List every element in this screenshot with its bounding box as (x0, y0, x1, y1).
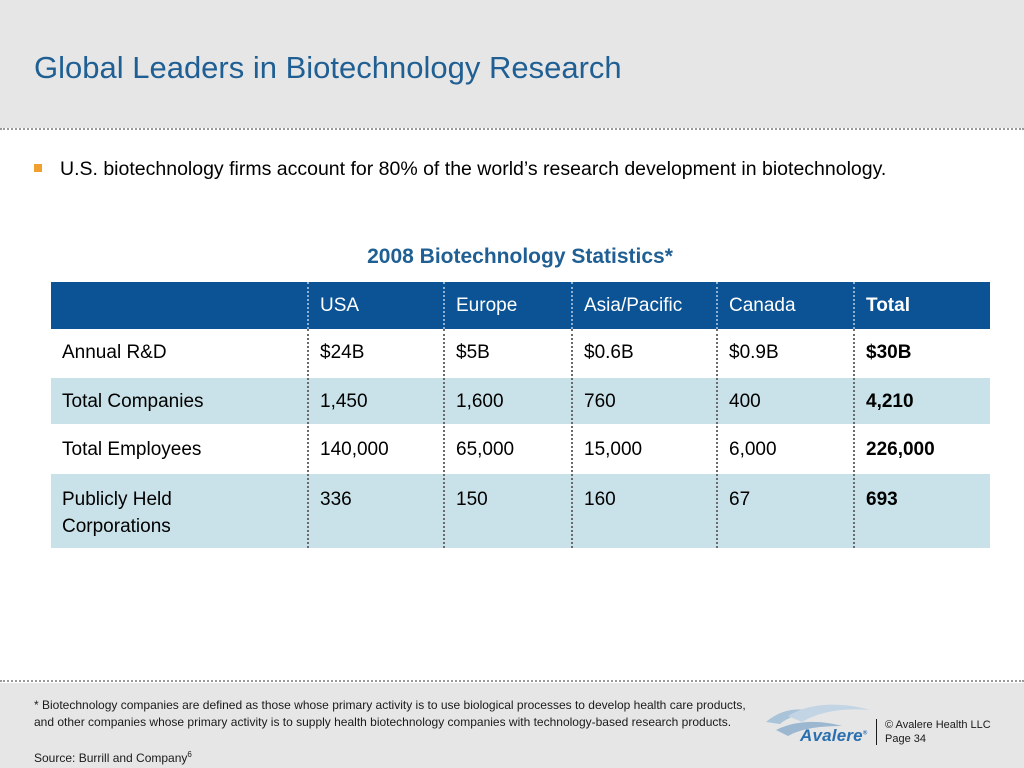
cell-asia-pacific: 15,000 (571, 425, 717, 474)
cell-total: $30B (853, 329, 990, 378)
source-reference: 6 (187, 750, 192, 759)
registered-mark: ® (862, 730, 868, 737)
logo-text: Avalere (800, 726, 863, 745)
table-row: Annual R&D $24B $5B $0.6B $0.9B $30B (51, 329, 990, 378)
footer-divider (0, 680, 1024, 682)
logo-divider (876, 719, 877, 745)
cell-usa: $24B (307, 329, 444, 378)
cell-canada: 400 (716, 377, 854, 426)
statistics-table: USA Europe Asia/Pacific Canada Total Ann… (51, 282, 990, 550)
table-row: Publicly Held Corporations 336 150 160 67… (51, 473, 990, 550)
page-number: Page 34 (885, 733, 926, 745)
logo-wordmark: Avalere® (800, 726, 867, 746)
bullet-item: U.S. biotechnology firms account for 80%… (34, 156, 914, 182)
cell-usa: 1,450 (307, 377, 444, 426)
cell-canada: 67 (716, 473, 854, 550)
cell-canada: $0.9B (716, 329, 854, 378)
header-cell-asia-pacific: Asia/Pacific (571, 282, 717, 329)
copyright-block: © Avalere Health LLC Page 34 (885, 718, 991, 746)
source-note: Source: Burrill and Company6 (34, 750, 192, 765)
square-bullet-icon (34, 164, 42, 172)
cell-europe: $5B (443, 329, 572, 378)
row-label-line: Corporations (62, 516, 171, 537)
copyright-text: © Avalere Health LLC (885, 719, 991, 731)
cell-asia-pacific: 160 (571, 473, 717, 550)
header-cell-usa: USA (307, 282, 444, 329)
header-divider (0, 128, 1024, 130)
header-cell-canada: Canada (716, 282, 854, 329)
row-label: Total Companies (51, 377, 308, 426)
cell-asia-pacific: 760 (571, 377, 717, 426)
cell-total: 4,210 (853, 377, 990, 426)
header-cell-europe: Europe (443, 282, 572, 329)
table-row: Total Employees 140,000 65,000 15,000 6,… (51, 425, 990, 474)
source-text: Source: Burrill and Company (34, 751, 188, 765)
row-label-line: Publicly Held (62, 489, 172, 510)
row-label: Total Employees (51, 425, 308, 474)
footnote: * Biotechnology companies are defined as… (34, 698, 746, 729)
footer-band (0, 683, 1024, 768)
row-label: Publicly Held Corporations (51, 473, 308, 550)
cell-europe: 150 (443, 473, 572, 550)
header-cell-total: Total (853, 282, 990, 329)
cell-canada: 6,000 (716, 425, 854, 474)
slide-title: Global Leaders in Biotechnology Research (34, 50, 622, 85)
cell-usa: 140,000 (307, 425, 444, 474)
header-cell-empty (51, 282, 308, 329)
table-header-row: USA Europe Asia/Pacific Canada Total (51, 282, 990, 329)
cell-total: 226,000 (853, 425, 990, 474)
bullet-text: U.S. biotechnology firms account for 80%… (60, 158, 887, 180)
avalere-wave-logo-icon (766, 704, 870, 736)
row-label: Annual R&D (51, 329, 308, 378)
cell-asia-pacific: $0.6B (571, 329, 717, 378)
table-title: 2008 Biotechnology Statistics* (367, 245, 673, 268)
cell-europe: 1,600 (443, 377, 572, 426)
cell-total: 693 (853, 473, 990, 550)
table-row: Total Companies 1,450 1,600 760 400 4,21… (51, 377, 990, 426)
cell-europe: 65,000 (443, 425, 572, 474)
cell-usa: 336 (307, 473, 444, 550)
header-band (0, 0, 1024, 128)
